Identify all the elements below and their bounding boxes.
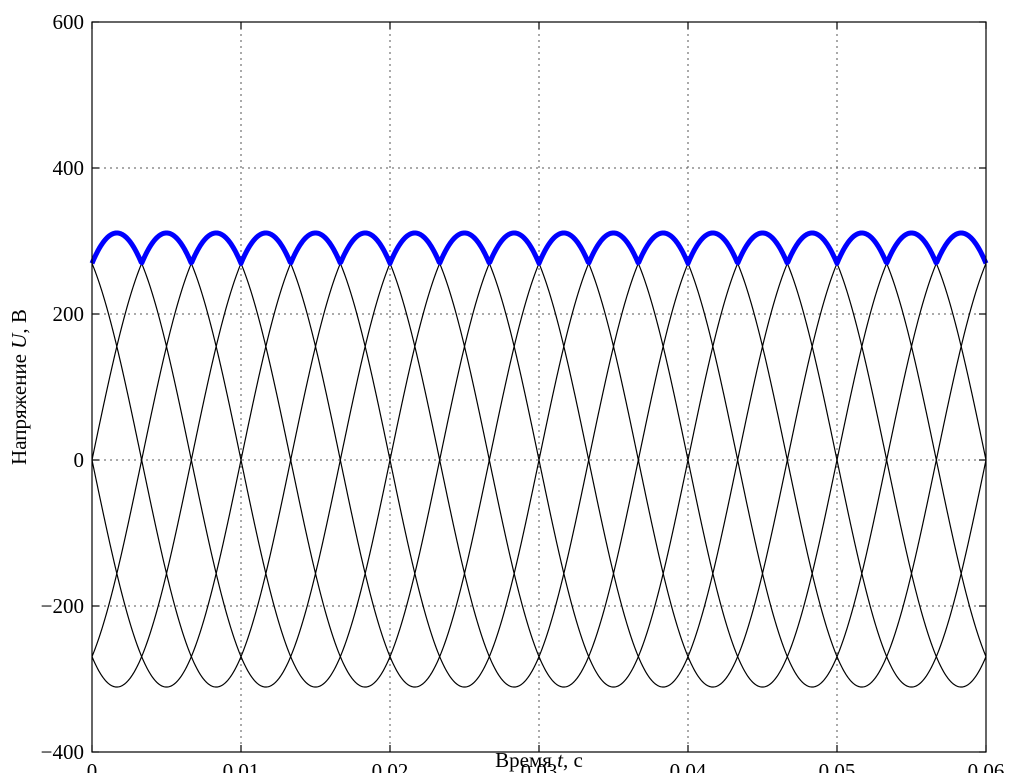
x-tick-label: 0,01: [223, 759, 260, 773]
y-axis-label: Напряжение U, В: [7, 309, 31, 465]
x-tick-label: 0,04: [670, 759, 707, 773]
y-tick-label: 400: [53, 156, 85, 180]
x-tick-label: 0,02: [372, 759, 409, 773]
y-tick-label: −200: [41, 594, 84, 618]
tick-layer: 0 0,01 0,02 0,03 0,04 0,05 0,06 −400 −200 0 200 400…: [41, 10, 1005, 773]
y-tick-label: −400: [41, 740, 84, 764]
x-tick-label: 0,03: [521, 759, 558, 773]
x-tick-label: 0,06: [968, 759, 1005, 773]
y-tick-label: 600: [53, 10, 85, 34]
x-axis-label: Время t, с: [495, 748, 583, 772]
rectified-envelope-line: [89, 230, 989, 266]
series-line-4: [91, 232, 987, 688]
series-layer: [89, 230, 989, 688]
y-tick-label: 200: [53, 302, 85, 326]
grid-layer: [92, 22, 986, 752]
y-tick-label: 0: [74, 448, 85, 472]
series-line-5: [91, 232, 987, 688]
x-tick-label: 0: [87, 759, 98, 773]
x-tick-label: 0,05: [819, 759, 856, 773]
